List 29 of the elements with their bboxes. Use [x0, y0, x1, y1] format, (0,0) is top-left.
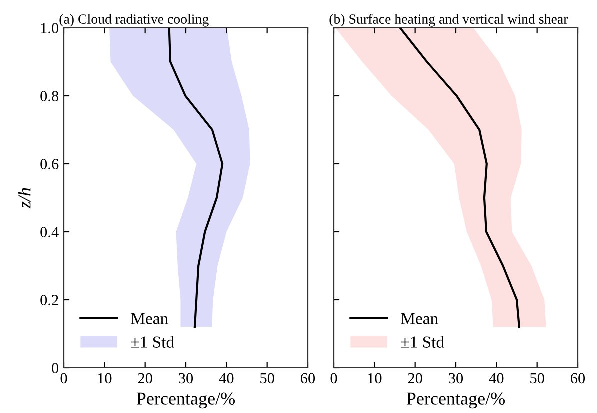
- y-tick-label: 0.4: [40, 227, 59, 238]
- y-tick-label: 1.0: [41, 23, 59, 34]
- chart-title: (a) Cloud radiative cooling: [60, 14, 209, 27]
- x-tick-label: 30: [449, 373, 464, 384]
- x-tick-label: 40: [489, 373, 504, 384]
- y-tick-label: 0: [52, 363, 59, 374]
- y-tick-label: 0.8: [40, 91, 59, 102]
- x-tick-label: 20: [138, 373, 152, 384]
- legend-label: ±1 Std: [401, 336, 444, 348]
- x-tick-label: 60: [301, 373, 316, 384]
- y-tick-label: 0.6: [40, 159, 59, 170]
- x-tick-label: 0: [330, 373, 338, 384]
- x-tick-label: 50: [530, 373, 544, 384]
- legend-label: Mean: [401, 313, 438, 324]
- x-tick-label: 60: [571, 373, 586, 384]
- x-tick-label: 0: [60, 373, 68, 384]
- x-tick-label: 10: [98, 373, 112, 384]
- chart-title: (b) Surface heating and vertical wind shear: [330, 14, 568, 27]
- x-tick-label: 10: [368, 373, 382, 384]
- x-tick-label: 50: [260, 373, 274, 384]
- x-axis-title: Percentage/%: [406, 392, 506, 409]
- legend-label: ±1 Std: [131, 336, 174, 348]
- y-axis-title: z/h: [18, 188, 31, 209]
- y-tick-label: 0.2: [40, 295, 58, 306]
- legend-label: Mean: [131, 313, 168, 324]
- x-tick-label: 30: [179, 373, 194, 384]
- x-tick-label: 20: [408, 373, 422, 384]
- x-tick-label: 40: [219, 373, 234, 384]
- x-axis-title: Percentage/%: [136, 392, 236, 409]
